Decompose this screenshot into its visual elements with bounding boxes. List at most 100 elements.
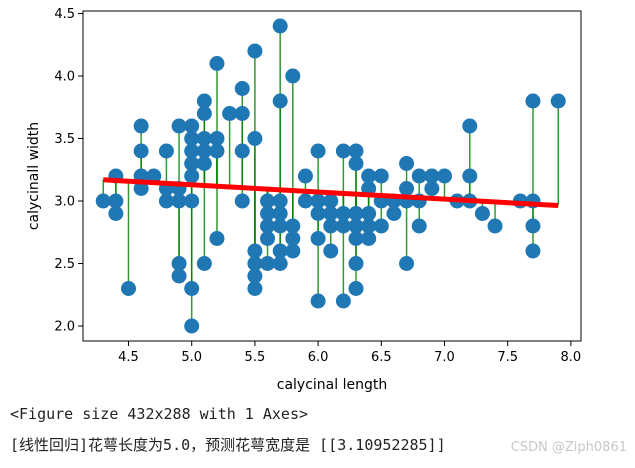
data-point [234, 81, 250, 96]
data-point [196, 106, 212, 121]
data-point [196, 93, 212, 109]
data-point [247, 268, 263, 284]
data-point [525, 243, 541, 259]
data-point [209, 131, 225, 146]
data-point [361, 218, 377, 234]
data-point [272, 18, 288, 34]
data-point [133, 118, 149, 134]
data-point [171, 193, 187, 209]
data-point [196, 156, 212, 171]
data-point [272, 93, 288, 109]
data-point [247, 281, 263, 296]
figure-size-output: <Figure size 432x288 with 1 Axes> [10, 405, 309, 423]
prediction-output: [线性回归]花萼长度为5.0，预测花萼宽度是 [[3.10952285]] [10, 436, 446, 454]
data-point [474, 206, 490, 221]
data-point [234, 143, 250, 159]
data-point [323, 218, 339, 234]
data-point [272, 206, 288, 221]
data-point [285, 218, 301, 234]
data-point [361, 168, 377, 184]
data-point [361, 206, 377, 221]
data-point [272, 218, 288, 234]
data-point [297, 193, 313, 209]
data-point [234, 193, 250, 209]
data-point [196, 143, 212, 159]
data-point [323, 206, 339, 221]
data-point [323, 243, 339, 259]
y-axis-ticks: 2.0 2.5 3.0 3.5 4.0 4.5 [54, 7, 83, 335]
data-point [411, 168, 427, 184]
data-point [158, 193, 174, 209]
data-point [310, 143, 326, 159]
data-point [171, 118, 187, 134]
data-point [146, 168, 162, 184]
x-tick-label: 6.5 [371, 350, 392, 365]
data-point [297, 168, 313, 184]
y-tick-label: 4.0 [54, 70, 75, 85]
data-point [348, 218, 364, 234]
data-point [184, 318, 200, 334]
y-tick-label: 4.5 [54, 7, 75, 22]
data-point [436, 168, 452, 184]
data-point [184, 118, 200, 134]
data-point [525, 93, 541, 109]
data-point [373, 168, 389, 184]
data-point [310, 293, 326, 309]
data-point [260, 218, 276, 234]
data-point [399, 256, 415, 271]
scatter-chart: 4.5 5.0 5.5 6.0 6.5 7.0 7.5 8.0 2.0 2.5 3.0 3.5 4.0… [26, 7, 582, 393]
x-tick-label: 4.5 [118, 350, 139, 365]
data-point [335, 293, 351, 309]
data-point [171, 256, 187, 271]
y-tick-label: 2.5 [54, 257, 75, 272]
data-point [133, 181, 149, 196]
data-point [335, 206, 351, 221]
data-point [108, 206, 124, 221]
data-point [424, 168, 440, 184]
x-axis-ticks: 4.5 5.0 5.5 6.0 6.5 7.0 7.5 8.0 [118, 341, 581, 365]
data-point [222, 106, 238, 121]
residual-lines [102, 26, 559, 326]
data-point [310, 231, 326, 246]
regression-line [103, 177, 559, 209]
data-point [196, 256, 212, 271]
data-point [310, 206, 326, 221]
data-point [348, 281, 364, 296]
data-point [399, 181, 415, 196]
x-tick-label: 7.5 [497, 350, 518, 365]
data-point [462, 118, 478, 134]
data-point [234, 106, 250, 121]
data-point [184, 143, 200, 159]
data-point [108, 193, 124, 209]
data-point [323, 193, 339, 209]
data-point [348, 231, 364, 246]
data-point [196, 131, 212, 146]
data-point [184, 131, 200, 146]
data-point [95, 193, 111, 209]
data-point [133, 143, 149, 159]
data-point [348, 256, 364, 271]
x-tick-label: 8.0 [561, 350, 582, 365]
data-point [525, 218, 541, 234]
data-point [285, 68, 301, 84]
data-point [247, 256, 263, 271]
y-tick-label: 3.5 [54, 132, 75, 147]
data-point [184, 156, 200, 171]
data-point [386, 206, 402, 221]
data-point [247, 131, 263, 146]
data-point [550, 93, 566, 109]
y-axis-label: calycinall width [26, 122, 42, 230]
regression-line-group [103, 177, 559, 209]
data-point [462, 168, 478, 184]
data-point [335, 218, 351, 234]
data-point [335, 143, 351, 159]
x-tick-label: 6.0 [308, 350, 329, 365]
data-point [373, 218, 389, 234]
data-point [209, 56, 225, 71]
data-point [348, 143, 364, 159]
data-point [247, 43, 263, 59]
data-point [184, 168, 200, 184]
data-point [272, 193, 288, 209]
data-point [348, 156, 364, 171]
data-point [285, 231, 301, 246]
